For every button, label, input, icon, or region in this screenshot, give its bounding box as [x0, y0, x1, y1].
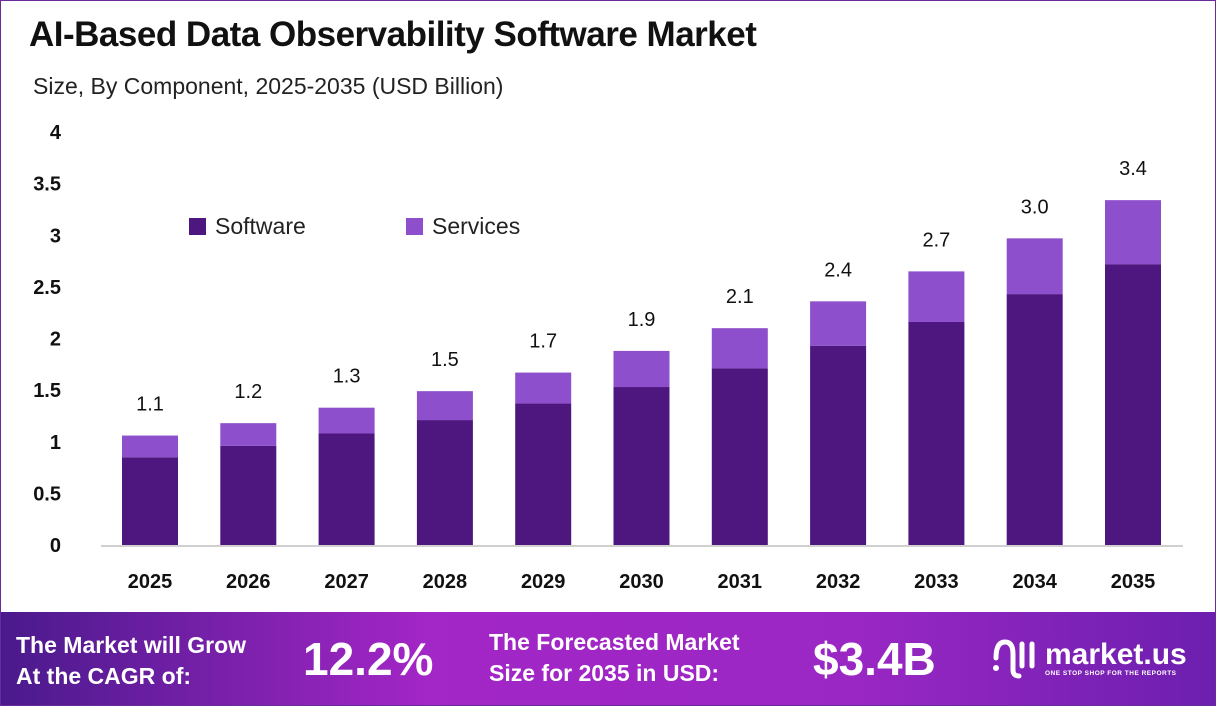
- market-us-logo-icon: [993, 639, 1035, 679]
- cagr-label-line1: The Market will Grow: [16, 632, 247, 658]
- x-tick-label: 2035: [1111, 571, 1156, 593]
- bar-software-2030: [613, 387, 670, 545]
- y-tick-label: 1.5: [33, 380, 61, 402]
- market-us-logo: market.us ONE STOP SHOP FOR THE REPORTS: [991, 636, 1187, 680]
- logo-tagline: ONE STOP SHOP FOR THE REPORTS: [1045, 669, 1177, 677]
- x-tick-label: 2025: [128, 571, 173, 593]
- chart-title: AI-Based Data Observability Software Mar…: [29, 15, 757, 54]
- y-tick-label: 0: [50, 535, 61, 557]
- bar-software-2035: [1105, 264, 1161, 545]
- bar-services-2031: [711, 328, 768, 369]
- total-data-label: 1.3: [333, 366, 361, 388]
- total-data-label: 1.1: [136, 394, 164, 416]
- bar-software-2034: [1006, 294, 1063, 545]
- legend-swatch-software: [189, 218, 206, 235]
- x-tick-label: 2029: [521, 571, 566, 593]
- total-data-label: 2.7: [922, 229, 950, 251]
- bar-software-2027: [318, 433, 375, 545]
- bar-software-2029: [515, 403, 572, 545]
- total-data-label: 2.1: [726, 286, 754, 308]
- bar-services-2034: [1006, 238, 1063, 295]
- y-tick-label: 2: [50, 329, 61, 351]
- cagr-label: The Market will Grow At the CAGR of:: [16, 630, 246, 692]
- y-tick-label: 2.5: [33, 277, 61, 299]
- legend-swatch-services: [406, 218, 423, 235]
- total-data-label: 1.2: [234, 381, 262, 403]
- x-tick-label: 2028: [423, 571, 468, 593]
- bar-services-2028: [416, 391, 473, 421]
- chart-subtitle: Size, By Component, 2025-2035 (USD Billi…: [33, 73, 504, 99]
- x-tick-label: 2027: [324, 571, 369, 593]
- bar-software-2032: [810, 345, 867, 545]
- forecast-label-line2: Size for 2035 in USD:: [489, 660, 720, 686]
- bar-software-2031: [711, 368, 768, 545]
- cagr-label-line2: At the CAGR of:: [16, 663, 192, 689]
- bar-services-2025: [122, 435, 178, 458]
- x-tick-label: 2033: [914, 571, 959, 593]
- total-data-label: 2.4: [824, 259, 852, 281]
- footer-banner: The Market will Grow At the CAGR of: 12.…: [1, 612, 1215, 705]
- forecast-label: The Forecasted Market Size for 2035 in U…: [489, 627, 740, 689]
- cagr-value: 12.2%: [303, 633, 434, 685]
- forecast-label-line1: The Forecasted Market: [489, 629, 740, 655]
- total-data-label: 1.7: [529, 331, 557, 353]
- x-tick-label: 2034: [1012, 571, 1057, 593]
- x-tick-label: 2026: [226, 571, 271, 593]
- x-tick-label: 2031: [718, 571, 763, 593]
- bar-services-2032: [810, 301, 867, 346]
- bar-software-2033: [908, 321, 965, 545]
- total-data-label: 3.4: [1119, 158, 1147, 180]
- y-tick-label: 3.5: [33, 174, 61, 196]
- legend-label-software: Software: [215, 213, 306, 239]
- y-tick-label: 1: [50, 432, 61, 454]
- total-data-label: 3.0: [1021, 196, 1049, 218]
- y-tick-label: 3: [50, 225, 61, 247]
- y-tick-label: 0.5: [33, 483, 61, 505]
- total-data-label: 1.9: [628, 309, 656, 331]
- bar-services-2030: [613, 350, 670, 388]
- x-tick-label: 2030: [619, 571, 664, 593]
- bar-services-2026: [220, 423, 277, 446]
- bar-services-2033: [908, 271, 965, 322]
- bar-software-2025: [122, 457, 178, 545]
- bar-services-2027: [318, 407, 375, 434]
- bar-services-2029: [515, 372, 572, 404]
- total-data-label: 1.5: [431, 349, 459, 371]
- logo-name: market.us: [1045, 637, 1187, 671]
- bar-software-2028: [416, 420, 473, 545]
- x-tick-label: 2032: [816, 571, 861, 593]
- bar-services-2035: [1105, 200, 1161, 265]
- bar-software-2026: [220, 445, 277, 545]
- legend-label-services: Services: [432, 213, 520, 239]
- bar-chart: 0 0.5 1 1.5 2 2.5 3 3.5 4 1.1 2025 1.2 2026 1.3 2027 1.…: [33, 122, 1183, 593]
- y-tick-label: 4: [50, 122, 62, 144]
- forecast-value: $3.4B: [813, 633, 936, 685]
